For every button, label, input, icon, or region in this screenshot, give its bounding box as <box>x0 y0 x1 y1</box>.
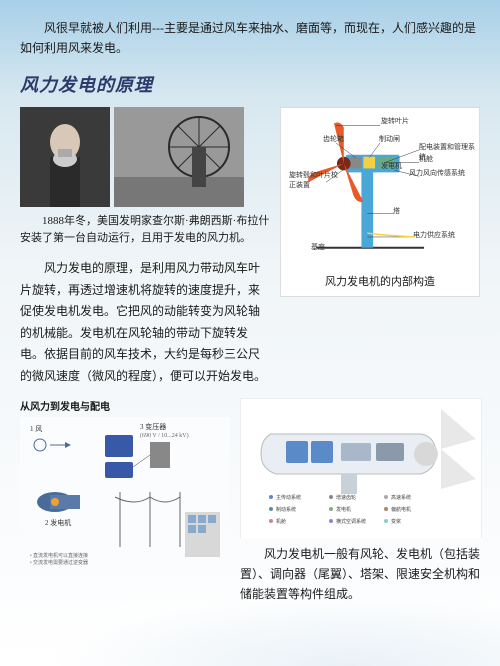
svg-text:横式空调系统: 横式空调系统 <box>336 518 366 525</box>
svg-text:• 交流发电需要通过逆变器: • 交流发电需要通过逆变器 <box>30 559 88 566</box>
nacelle-column: 主传动系统 增速齿轮 高速系统 制动系统 发电机 偏航电机 机舱 横式空调系统 … <box>240 398 482 605</box>
svg-text:• 直流发电机可以直接连接: • 直流发电机可以直接连接 <box>30 552 88 559</box>
svg-text:机舱: 机舱 <box>276 518 286 525</box>
content-row-1: 1888年冬，美国发明家查尔斯·弗朗西斯·布拉什安装了第一台自动运行，且用于发电… <box>20 107 480 388</box>
label-gearbox: 齿轮箱 <box>323 134 344 144</box>
photo-caption: 1888年冬，美国发明家查尔斯·弗朗西斯·布拉什安装了第一台自动运行，且用于发电… <box>20 213 270 248</box>
windmill-photo <box>114 107 244 207</box>
flow-title: 从风力到发电与配电 <box>20 398 230 413</box>
bottom-text: 风力发电机一般有风轮、发电机（包括装置）、调向器（尾翼）、塔架、限速安全机构和储… <box>240 544 482 605</box>
flow-column: 从风力到发电与配电 1 风 2 发电机 3 变压器 (690 V / 10...… <box>20 398 230 605</box>
right-column: 旋转叶片 齿轮箱 制动闸 配电装置和管理系统 机舱 发电机 旋转毂和叶片校正装置… <box>280 107 480 388</box>
svg-text:制动系统: 制动系统 <box>276 506 296 513</box>
photo-row <box>20 107 270 207</box>
label-gen: 发电机 <box>381 161 402 171</box>
svg-text:2 发电机: 2 发电机 <box>45 518 71 527</box>
svg-text:增速齿轮: 增速齿轮 <box>336 494 356 501</box>
diagram-caption: 风力发电机的内部构造 <box>287 273 473 289</box>
section-title: 风力发电的原理 <box>20 71 480 97</box>
label-blade: 旋转叶片 <box>381 116 409 126</box>
content-row-2: 从风力到发电与配电 1 风 2 发电机 3 变压器 (690 V / 10...… <box>20 398 480 605</box>
turbine-diagram: 旋转叶片 齿轮箱 制动闸 配电装置和管理系统 机舱 发电机 旋转毂和叶片校正装置… <box>280 107 480 297</box>
nacelle-diagram: 主传动系统 增速齿轮 高速系统 制动系统 发电机 偏航电机 机舱 横式空调系统 … <box>240 398 482 538</box>
label-base: 基座 <box>311 242 325 252</box>
svg-text:1 风: 1 风 <box>30 425 42 433</box>
flow-diagram: 1 风 2 发电机 3 变压器 (690 V / 10...24 kV) <box>20 417 230 577</box>
body-paragraph: 风力发电的原理，是利用风力带动风车叶片旋转，再透过增速机将旋转的速度提升，来促使… <box>20 258 270 388</box>
svg-text:发电机: 发电机 <box>336 506 351 513</box>
label-brake: 制动闸 <box>379 134 400 144</box>
svg-text:3 变压器: 3 变压器 <box>140 422 166 431</box>
intro-text: 风很早就被人们利用---主要是通过风车来抽水、磨面等，而现在，人们感兴趣的是如何… <box>20 18 480 59</box>
svg-text:偏航电机: 偏航电机 <box>391 506 411 513</box>
page-container: 风很早就被人们利用---主要是通过风车来抽水、磨面等，而现在，人们感兴趣的是如何… <box>0 0 500 623</box>
svg-text:(690 V / 10...24 kV): (690 V / 10...24 kV) <box>140 432 189 439</box>
inventor-portrait <box>20 107 110 207</box>
label-yaw: 旋转毂和叶片校正装置 <box>289 170 339 190</box>
left-column: 1888年冬，美国发明家查尔斯·弗朗西斯·布拉什安装了第一台自动运行，且用于发电… <box>20 107 270 388</box>
label-nacelle: 机舱 <box>419 154 433 164</box>
label-sensor: 风力风向传感系统 <box>409 168 465 178</box>
svg-text:主传动系统: 主传动系统 <box>276 494 301 501</box>
svg-text:高速系统: 高速系统 <box>391 494 411 501</box>
svg-text:变桨: 变桨 <box>391 518 401 525</box>
label-grid: 电力供应系统 <box>413 230 455 240</box>
label-tower: 塔 <box>393 206 400 216</box>
